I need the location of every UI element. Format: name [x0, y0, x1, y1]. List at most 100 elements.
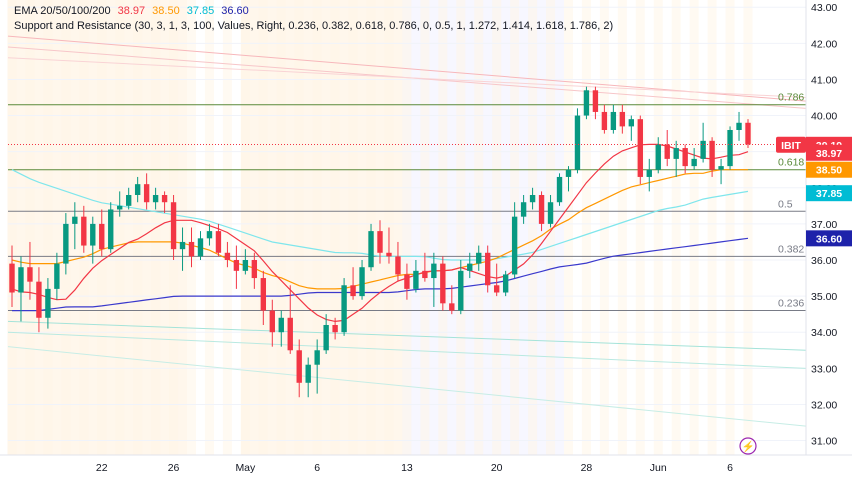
y-tick-label: 35.00 — [811, 291, 837, 303]
ema20-line — [11, 143, 749, 323]
time-stripe — [474, 0, 484, 455]
y-tick-label: 40.00 — [811, 111, 837, 123]
candle-up — [152, 195, 159, 203]
candle-up — [18, 267, 24, 293]
candle-down — [682, 148, 688, 167]
candle-up — [610, 111, 617, 130]
candle-down — [260, 278, 267, 311]
candle-up — [117, 205, 123, 210]
candle-down — [161, 195, 168, 203]
chart-legend: EMA 20/50/100/200 38.97 38.50 37.85 36.6… — [14, 4, 613, 34]
y-tick-label: 43.00 — [811, 2, 837, 14]
candle-up — [700, 140, 706, 159]
symbol-tag-label: IBIT — [781, 140, 801, 152]
time-stripe — [133, 0, 143, 455]
x-tick-label: 28 — [581, 462, 593, 474]
time-stripe — [617, 0, 627, 455]
x-tick-label: 6 — [314, 462, 320, 474]
candle-down — [592, 90, 599, 112]
time-stripe — [43, 0, 53, 455]
candle-up — [547, 202, 554, 224]
candle-down — [395, 256, 401, 275]
time-stripe — [653, 0, 663, 455]
candle-up — [574, 115, 581, 170]
candle-up — [673, 148, 679, 159]
time-stripe — [725, 0, 735, 455]
x-tick-label: May — [235, 462, 256, 474]
time-stripe — [438, 0, 448, 455]
candle-up — [556, 176, 563, 203]
candle-down — [637, 119, 643, 177]
candle-up — [646, 169, 652, 177]
time-stripe — [348, 0, 358, 455]
candle-up — [125, 195, 132, 206]
sr-legend-row: Support and Resistance (30, 3, 1, 3, 100… — [14, 19, 613, 34]
y-tick-label: 32.00 — [811, 399, 837, 411]
x-tick-label: 26 — [168, 462, 180, 474]
x-tick-label: 13 — [401, 462, 413, 474]
ema-legend-row: EMA 20/50/100/200 38.97 38.50 37.85 36.6… — [14, 4, 613, 19]
time-stripe — [25, 0, 35, 455]
candle-down — [664, 144, 670, 159]
candle-up — [691, 158, 697, 167]
candle-up — [323, 325, 329, 351]
candle-down — [269, 310, 275, 333]
candle-up — [197, 238, 204, 257]
candle-up — [314, 350, 320, 365]
fib-level-label: 0.236 — [778, 298, 804, 310]
candle-up — [628, 119, 635, 127]
candle-up — [341, 285, 347, 333]
lightning-icon — [739, 437, 757, 455]
y-tick-label: 33.00 — [811, 363, 837, 375]
time-stripe — [707, 0, 717, 455]
time-stripe — [635, 0, 645, 455]
ema-value-label: 37.85 — [816, 188, 842, 200]
time-stripe — [312, 0, 322, 455]
time-stripe — [240, 0, 250, 455]
time-stripe — [420, 0, 430, 455]
candle-up — [368, 231, 374, 268]
y-tick-label: 37.00 — [811, 219, 837, 231]
candle-down — [296, 350, 302, 383]
trend-line — [7, 346, 807, 427]
candle-up — [90, 223, 96, 246]
candle-down — [332, 325, 338, 333]
candle-down — [601, 111, 608, 130]
candle-up — [413, 270, 419, 289]
ema-legend-label: EMA 20/50/100/200 — [14, 5, 111, 17]
candle-up — [305, 364, 311, 383]
ema-value-tag — [806, 185, 852, 202]
candle-down — [99, 223, 105, 250]
trend-line — [7, 57, 807, 98]
time-stripe — [528, 0, 538, 455]
candle-down — [81, 216, 87, 246]
ema-value-tag — [806, 230, 852, 247]
candle-up — [727, 130, 733, 167]
candle-down — [36, 281, 42, 318]
candle-up — [179, 241, 186, 250]
lightning-icon-glyph: ⚡ — [741, 440, 754, 453]
y-tick-label: 42.00 — [811, 38, 837, 50]
time-stripe — [276, 0, 286, 455]
time-stripe — [115, 0, 125, 455]
symbol-tag — [776, 136, 806, 153]
candle-up — [655, 144, 661, 170]
trend-line — [7, 320, 807, 351]
fib-level-label: 0.618 — [778, 157, 804, 169]
ema50-line — [11, 169, 748, 290]
candle-down — [709, 140, 715, 170]
candle-down — [377, 231, 383, 253]
trend-line — [7, 331, 807, 369]
candle-up — [736, 122, 742, 130]
candle-down — [224, 252, 231, 260]
candle-down — [440, 263, 446, 304]
candle-down — [215, 231, 222, 253]
time-stripe — [330, 0, 340, 455]
candle-up — [63, 223, 69, 264]
x-tick-label: Jun — [650, 462, 667, 474]
candle-down — [485, 252, 491, 286]
time-stripe — [258, 0, 268, 455]
candle-up — [359, 267, 365, 297]
sr-legend-label: Support and Resistance (30, 3, 1, 3, 100… — [14, 20, 614, 32]
